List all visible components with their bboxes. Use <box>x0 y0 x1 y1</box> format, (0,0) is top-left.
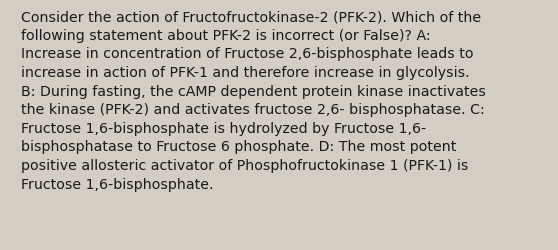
Text: Consider the action of Fructofructokinase-2 (PFK-2). Which of the
following stat: Consider the action of Fructofructokinas… <box>21 10 486 191</box>
